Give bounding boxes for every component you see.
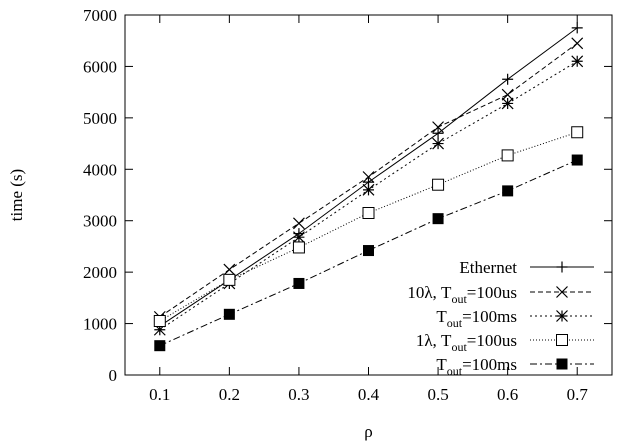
star-marker [432,137,444,150]
series-layer [153,22,584,352]
open-square-marker [223,273,236,286]
y-axis-label: time (s) [7,169,26,221]
y-tick-label: 0 [109,366,118,385]
open-square-marker [153,315,166,327]
filled-square-marker [293,277,305,289]
plus-marker [571,22,583,34]
star-marker [556,310,568,322]
x-tick-label: 0.7 [567,385,589,404]
open-square-marker [362,207,375,219]
filled-square-marker [432,213,444,225]
legend-label: Tout=100ms [436,307,517,330]
x-tick-label: 0.2 [219,385,240,404]
legend-label: 1λ, Tout=100us [416,331,517,354]
y-tick-label: 5000 [83,109,117,128]
x-marker [362,171,375,183]
plus-marker [502,73,514,85]
x-tick-label: 0.4 [358,385,380,404]
star-marker [571,55,584,68]
legend-label: Tout=100ms [436,355,517,378]
x-marker [223,263,236,276]
x-tick-label: 0.3 [288,385,309,404]
y-tick-label: 4000 [83,160,117,179]
x-axis: 0.1 0.2 0.3 0.4 0.5 0.6 0.7 [149,15,588,404]
legend-label: Ethernet [459,258,517,277]
open-square-marker [571,126,584,139]
filled-square-marker [571,154,583,166]
filled-square-marker [223,308,235,320]
legend-label: 10λ, Tout=100us [407,283,517,306]
filled-square-marker [556,358,568,370]
y-axis: 0 1000 2000 3000 4000 5000 6000 7000 [83,6,612,385]
x-marker [293,217,305,230]
x-marker [432,121,444,134]
x-marker [571,37,584,50]
x-tick-label: 0.6 [497,385,518,404]
open-square-marker [432,178,445,191]
x-axis-label: ρ [364,422,372,441]
y-tick-label: 2000 [83,263,117,282]
y-tick-label: 7000 [83,6,117,25]
star-marker [501,97,514,110]
star-marker [153,323,166,336]
star-marker [362,183,375,196]
x-tick-label: 0.5 [427,385,448,404]
series-5 [154,154,583,352]
plus-marker [556,261,568,273]
x-marker [556,286,568,298]
open-square-marker [501,149,514,162]
y-tick-label: 3000 [83,212,117,231]
plus-marker [432,127,444,139]
series-3 [153,55,584,336]
filled-square-marker [502,185,514,197]
star-marker [293,231,305,244]
open-square-marker [292,241,305,254]
series-4 [153,126,584,327]
open-square-marker [556,334,568,346]
filled-square-marker [154,340,166,352]
filled-square-marker [363,245,374,257]
x-tick-label: 0.1 [149,385,170,404]
y-tick-label: 6000 [83,57,117,76]
x-marker [501,88,514,101]
y-tick-label: 1000 [83,315,117,334]
